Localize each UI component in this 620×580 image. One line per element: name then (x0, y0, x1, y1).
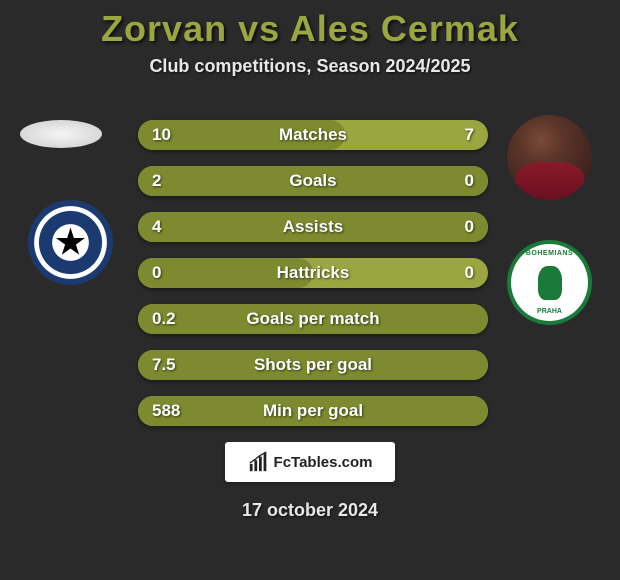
page-title: Zorvan vs Ales Cermak (0, 0, 620, 50)
stat-label: Goals (198, 171, 428, 191)
stat-value-left: 7.5 (138, 355, 198, 375)
stat-value-right: 0 (428, 217, 488, 237)
comparison-panel: BOHEMIANS PRAHA 10Matches72Goals04Assist… (0, 110, 620, 440)
subtitle: Club competitions, Season 2024/2025 (0, 56, 620, 77)
stat-value-right: 0 (428, 171, 488, 191)
kangaroo-icon (538, 266, 562, 300)
stat-value-left: 2 (138, 171, 198, 191)
chart-icon (248, 451, 270, 473)
club2-text-bottom: PRAHA (511, 308, 588, 315)
player1-avatar (20, 120, 102, 148)
brand-text: FcTables.com (274, 454, 373, 471)
stat-row: 2Goals0 (138, 166, 488, 196)
stat-value-left: 4 (138, 217, 198, 237)
stat-label: Goals per match (198, 309, 428, 329)
stat-row: 10Matches7 (138, 120, 488, 150)
stat-value-left: 0.2 (138, 309, 198, 329)
player2-avatar (507, 115, 592, 200)
stats-bars: 10Matches72Goals04Assists00Hattricks00.2… (138, 120, 488, 442)
stat-row: 7.5Shots per goal (138, 350, 488, 380)
stat-value-left: 588 (138, 401, 198, 421)
stat-label: Assists (198, 217, 428, 237)
stat-value-left: 0 (138, 263, 198, 283)
stat-label: Matches (198, 125, 428, 145)
stat-row: 0Hattricks0 (138, 258, 488, 288)
stat-value-right: 7 (428, 125, 488, 145)
stat-row: 4Assists0 (138, 212, 488, 242)
stat-label: Shots per goal (198, 355, 428, 375)
player2-club-logo: BOHEMIANS PRAHA (507, 240, 592, 325)
stat-value-right: 0 (428, 263, 488, 283)
star-icon (56, 228, 86, 258)
stat-value-left: 10 (138, 125, 198, 145)
stat-row: 0.2Goals per match (138, 304, 488, 334)
date-text: 17 october 2024 (0, 500, 620, 521)
stat-label: Min per goal (198, 401, 428, 421)
club2-text-top: BOHEMIANS (511, 250, 588, 257)
brand-badge[interactable]: FcTables.com (225, 442, 395, 482)
player1-club-logo (28, 200, 113, 285)
stat-label: Hattricks (198, 263, 428, 283)
stat-row: 588Min per goal (138, 396, 488, 426)
